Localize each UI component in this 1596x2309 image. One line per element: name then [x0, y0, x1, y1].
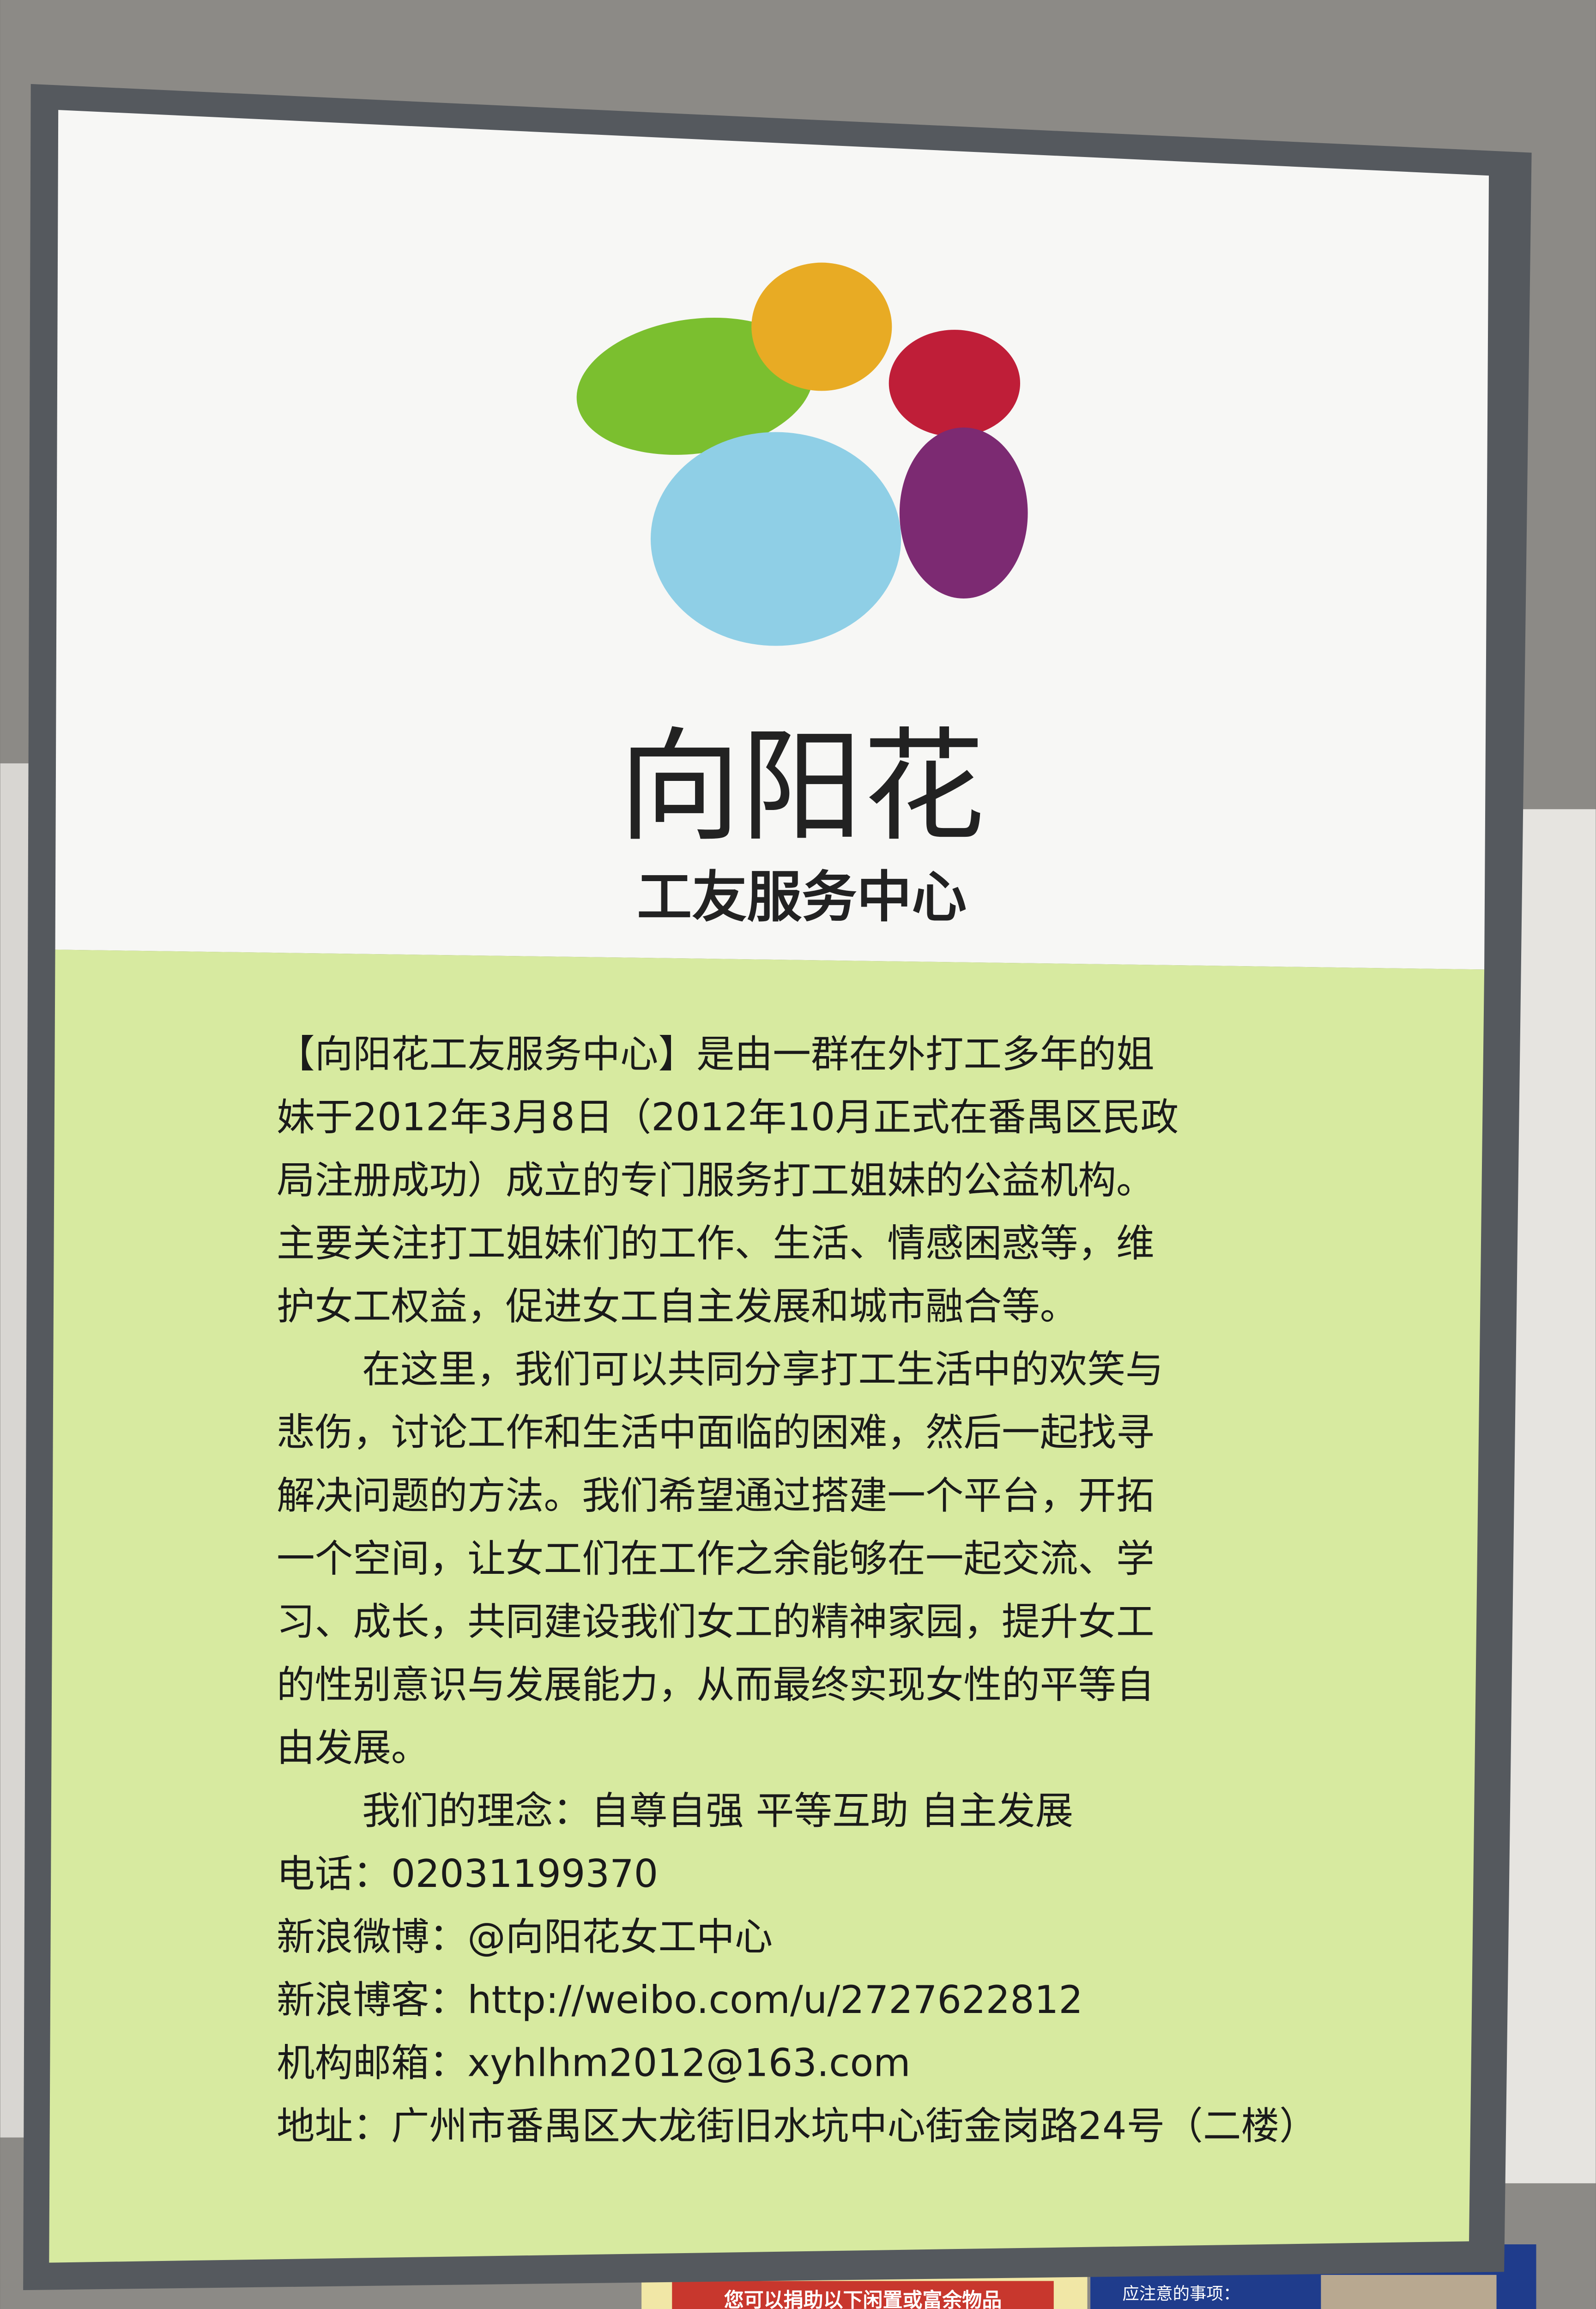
body-line: 一个空间，让女工们在工作之余能够在一起交流、学 — [277, 1536, 1155, 1581]
logo-petal — [650, 432, 901, 646]
body-line: 的性别意识与发展能力，从而最终实现女性的平等自 — [277, 1662, 1155, 1707]
notice-title: 应注意的事项： — [1123, 2284, 1240, 2303]
body-line: 由发展。 — [277, 1726, 429, 1770]
body-line: 新浪博客：http://weibo.com/u/2727622812 — [277, 1978, 1083, 2022]
body-line: 电话：02031199370 — [277, 1852, 658, 1896]
logo-name: 向阳花 — [619, 716, 985, 858]
notice-photo — [1321, 2275, 1497, 2309]
body-line: 【向阳花工友服务中心】是由一群在外打工多年的姐 — [277, 1032, 1155, 1076]
body-line: 机构邮箱：xyhlhm2012@163.com — [277, 2041, 911, 2085]
body-line: 新浪微博：@向阳花女工中心 — [277, 1915, 773, 1959]
body-text: 【向阳花工友服务中心】是由一群在外打工多年的姐妹于2012年3月8日（2012年… — [277, 1032, 1318, 2148]
notice-header — [672, 2281, 1054, 2309]
body-line: 在这里，我们可以共同分享打工生活中的欢笑与 — [362, 1348, 1163, 1392]
body-line: 解决问题的方法。我们希望通过搭建一个平台，开拓 — [277, 1474, 1155, 1518]
notice-title: 您可以捐助以下闲置或富余物品 — [724, 2289, 1002, 2309]
logo-petal — [751, 262, 892, 391]
logo-petal — [576, 317, 814, 455]
poster-bottom — [49, 949, 1485, 2263]
body-line: 护女工权益，促进女工自主发展和城市融合等。 — [277, 1284, 1078, 1329]
logo-petal — [899, 427, 1028, 598]
body-line: 局注册成功）成立的专门服务打工姐妹的公益机构。 — [277, 1158, 1155, 1203]
body-line: 地址：广州市番禺区大龙街旧水坑中心街金岗路24号（二楼） — [277, 2104, 1318, 2148]
logo — [576, 262, 1028, 646]
logo-subtitle: 工友服务中心 — [637, 866, 967, 930]
logo-petal — [889, 330, 1021, 437]
body-line: 习、成长，共同建设我们女工的精神家园，提升女工 — [277, 1600, 1155, 1644]
body-line: 悲伤，讨论工作和生活中面临的困难，然后一起找寻 — [277, 1410, 1155, 1455]
body-line: 妹于2012年3月8日（2012年10月正式在番禺区民政 — [277, 1095, 1179, 1140]
body-line: 我们的理念：自尊自强 平等互助 自主发展 — [362, 1789, 1073, 1833]
body-line: 主要关注打工姐妹们的工作、生活、情感困惑等，维 — [277, 1221, 1155, 1266]
